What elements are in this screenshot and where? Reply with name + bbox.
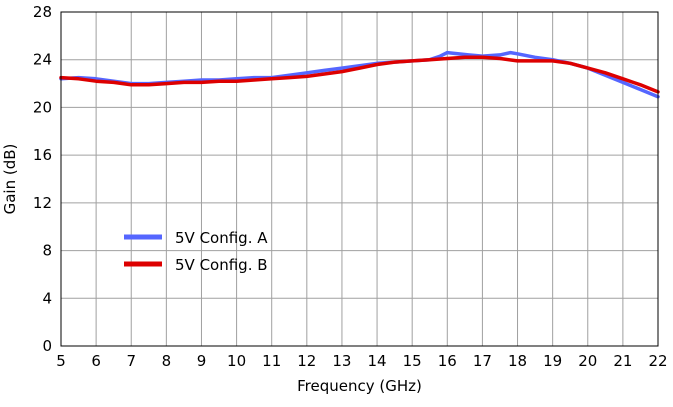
y-tick-label: 4 (42, 289, 52, 307)
x-tick-label: 22 (648, 352, 667, 370)
y-tick-label: 28 (33, 3, 52, 21)
x-tick-label: 12 (297, 352, 316, 370)
y-axis-label: Gain (dB) (1, 144, 19, 215)
plot-frame (60, 11, 659, 347)
x-tick-label: 6 (91, 352, 101, 370)
x-tick-label: 17 (473, 352, 492, 370)
x-tick-label: 9 (197, 352, 207, 370)
x-tick-labels: 5 6 7 8 9 10 11 12 13 14 15 16 17 18 19 20 21 22 (56, 352, 667, 370)
x-tick-label: 10 (227, 352, 246, 370)
x-tick-label: 16 (438, 352, 457, 370)
x-tick-label: 21 (613, 352, 632, 370)
y-tick-label: 12 (33, 194, 52, 212)
x-axis-label: Frequency (GHz) (297, 377, 422, 395)
y-tick-label: 20 (33, 98, 52, 116)
y-tick-label: 0 (42, 337, 52, 355)
legend-label: 5V Config. B (175, 256, 268, 274)
x-tick-label: 5 (56, 352, 66, 370)
x-tick-label: 15 (403, 352, 422, 370)
series-line-config-b (59, 55, 660, 94)
x-tick-label: 20 (578, 352, 597, 370)
legend: 5V Config. A 5V Config. B (124, 229, 268, 274)
legend-label: 5V Config. A (175, 229, 268, 247)
y-tick-label: 16 (33, 146, 52, 164)
series-layer (59, 50, 660, 99)
x-tick-label: 7 (126, 352, 136, 370)
y-tick-label: 24 (33, 51, 52, 69)
x-tick-label: 18 (508, 352, 527, 370)
y-tick-label: 8 (42, 242, 52, 260)
x-tick-label: 11 (262, 352, 281, 370)
x-tick-label: 14 (368, 352, 387, 370)
x-tick-label: 19 (543, 352, 562, 370)
x-tick-label: 8 (162, 352, 172, 370)
x-tick-label: 13 (332, 352, 351, 370)
y-tick-labels: 0 4 8 12 16 20 24 28 (33, 3, 52, 355)
